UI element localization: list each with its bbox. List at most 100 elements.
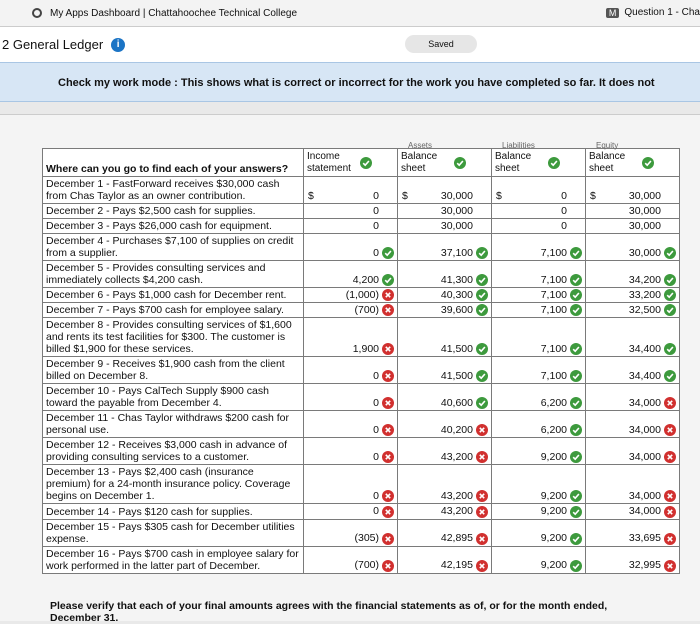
amount: 43,200 <box>440 490 473 503</box>
column-group: Equity <box>596 141 619 150</box>
badge: M <box>605 7 620 18</box>
amount-cell: 41,500 <box>397 356 492 385</box>
amount-cell: 0 <box>491 218 586 234</box>
correct-icon <box>476 289 488 302</box>
correct-icon <box>570 274 582 286</box>
amount: 0 <box>561 205 567 217</box>
amount-cell: (305) <box>303 518 398 547</box>
amount-cell: 9,200 <box>491 518 586 547</box>
info-icon[interactable]: i <box>111 37 126 52</box>
amount: 42,195 <box>440 559 473 572</box>
correct-icon <box>570 289 582 302</box>
correct-icon <box>570 532 582 545</box>
row-description: December 2 - Pays $2,500 cash for suppli… <box>42 203 304 219</box>
amount-cell: 0 <box>303 218 398 234</box>
amount: 0 <box>373 397 379 410</box>
amount: 34,000 <box>628 424 661 437</box>
amount-cell: 7,100 <box>491 233 586 261</box>
column-label-wrap: Income statement <box>307 151 372 175</box>
amount-cell: 41,500 <box>397 317 492 358</box>
amount: 40,600 <box>440 397 473 410</box>
saved-button[interactable]: Saved <box>405 35 477 53</box>
correct-icon <box>570 451 582 464</box>
column-label: Balance sheet <box>589 151 626 174</box>
table-row: December 5 - Provides consulting service… <box>42 260 680 288</box>
amount: 0 <box>373 246 379 259</box>
correct-icon <box>570 559 582 572</box>
amount: 41,500 <box>440 343 473 356</box>
column-header: Equity Balance sheet <box>585 141 680 177</box>
table-row: December 7 - Pays $700 cash for employee… <box>42 302 680 319</box>
amount: 0 <box>373 424 379 437</box>
amount: 0 <box>373 220 379 232</box>
amount: 7,100 <box>540 370 567 383</box>
row-description: December 8 - Provides consulting service… <box>42 317 304 358</box>
correct-icon <box>382 274 394 286</box>
amount-cell: 34,000 <box>585 410 680 439</box>
amount: 30,000 <box>628 220 661 232</box>
row-description: December 16 - Pays $700 cash in employee… <box>42 545 304 574</box>
table-row: December 4 - Purchases $7,100 of supplie… <box>42 233 680 261</box>
radio-icon <box>32 8 42 18</box>
column-label-wrap: Balance sheet <box>589 151 654 175</box>
amount-cell: 6,200 <box>491 383 586 412</box>
question-label: Question 1 - Cha <box>624 7 700 18</box>
amount: 33,695 <box>628 532 661 545</box>
header-row: Where can you go to find each of your an… <box>42 141 680 177</box>
question-nav[interactable]: M Question 1 - Cha <box>605 7 700 18</box>
amount-cell: 34,200 <box>585 260 680 288</box>
row-description: December 3 - Pays $26,000 cash for equip… <box>42 218 304 234</box>
amount: (700) <box>354 304 379 317</box>
amount: 43,200 <box>440 505 473 518</box>
amount: 34,000 <box>628 451 661 464</box>
amount: 41,500 <box>440 370 473 383</box>
amount-cell: $0 <box>491 176 586 204</box>
tab-title[interactable]: My Apps Dashboard | Chattahoochee Techni… <box>50 7 298 19</box>
amount-cell: 34,000 <box>585 503 680 520</box>
correct-icon <box>664 370 676 383</box>
amount-cell: 0 <box>303 383 398 412</box>
row-description: December 10 - Pays CalTech Supply $900 c… <box>42 383 304 412</box>
amount: 0 <box>373 505 379 518</box>
row-description: December 4 - Purchases $7,100 of supplie… <box>42 233 304 261</box>
amount-cell: 0 <box>303 203 398 219</box>
incorrect-icon <box>664 451 676 464</box>
amount-cell: 40,600 <box>397 383 492 412</box>
correct-icon <box>664 289 676 302</box>
correct-icon <box>570 424 582 437</box>
row-description: December 11 - Chas Taylor withdraws $200… <box>42 410 304 439</box>
amount: 0 <box>373 451 379 464</box>
amount-cell: 40,300 <box>397 286 492 304</box>
amount-cell: 39,600 <box>397 302 492 319</box>
amount: 9,200 <box>540 505 567 518</box>
column-label: Balance sheet <box>401 151 438 174</box>
incorrect-icon <box>382 289 394 302</box>
row-description: December 15 - Pays $305 cash for Decembe… <box>42 518 304 547</box>
currency-prefix: $ <box>402 190 408 202</box>
table-row: December 9 - Receives $1,900 cash from t… <box>42 356 680 385</box>
amount-cell: 43,200 <box>397 437 492 466</box>
amount: 30,000 <box>628 205 661 217</box>
amount-cell: 0 <box>303 233 398 261</box>
amount: 34,400 <box>628 370 661 383</box>
incorrect-icon <box>664 424 676 437</box>
column-label: Income statement <box>307 151 351 174</box>
incorrect-icon <box>382 397 394 410</box>
amount-cell: (700) <box>303 545 398 574</box>
amount: 30,000 <box>440 220 473 232</box>
correct-icon <box>476 247 488 259</box>
correct-icon <box>476 343 488 356</box>
amount-cell: 7,100 <box>491 302 586 319</box>
table-body: December 1 - FastForward receives $30,00… <box>42 176 680 574</box>
amount-cell: 0 <box>303 356 398 385</box>
amount: 0 <box>561 190 567 202</box>
row-description: December 5 - Provides consulting service… <box>42 260 304 288</box>
amount: 42,895 <box>440 532 473 545</box>
table-row: December 2 - Pays $2,500 cash for suppli… <box>42 203 680 219</box>
correct-icon <box>570 343 582 356</box>
amount-cell: 0 <box>303 437 398 466</box>
amount-cell: 34,000 <box>585 464 680 505</box>
answer-table: Where can you go to find each of your an… <box>42 141 680 574</box>
amount-cell: 6,200 <box>491 410 586 439</box>
